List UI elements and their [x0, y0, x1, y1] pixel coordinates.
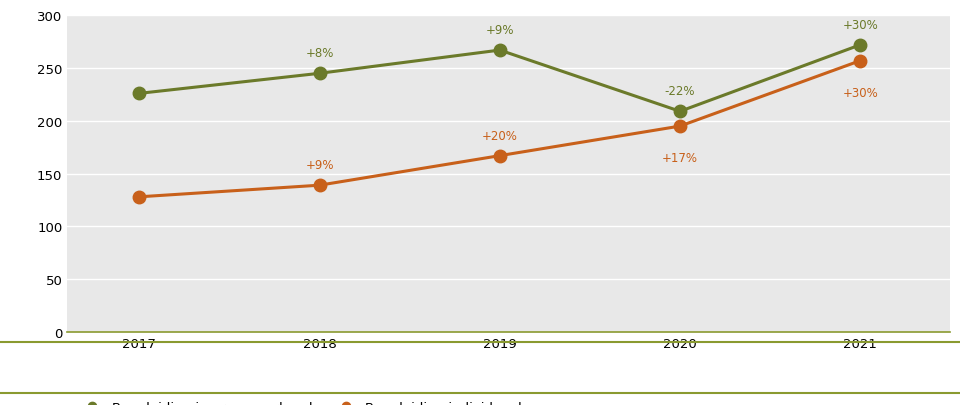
Text: +30%: +30%	[843, 86, 878, 99]
Legend: Begeleiding in groepsverband, Begeleiding individueel: Begeleiding in groepsverband, Begeleidin…	[74, 396, 527, 405]
Text: +30%: +30%	[843, 19, 878, 32]
Text: +17%: +17%	[662, 152, 698, 165]
Text: +9%: +9%	[305, 159, 334, 172]
Text: +20%: +20%	[482, 130, 517, 143]
Text: +9%: +9%	[486, 24, 514, 37]
Text: -22%: -22%	[664, 85, 695, 98]
Text: +8%: +8%	[305, 47, 334, 60]
